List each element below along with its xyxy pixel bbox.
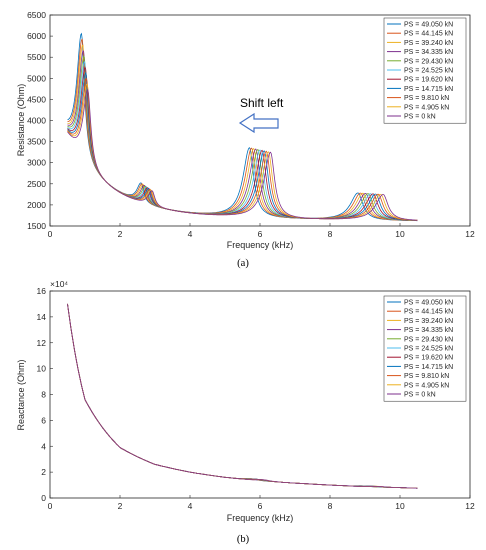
b-xtick-label: 10 [395, 501, 405, 511]
b-ytick-label: 2 [41, 467, 46, 477]
series-group-b [67, 303, 418, 489]
shift-left-label: Shift left [240, 96, 284, 110]
legend-entry: PS = 24.525 kN [404, 346, 453, 353]
y-axis-label-a: Resistance (Ohm) [16, 84, 26, 157]
b-ytick-label: 8 [41, 390, 46, 400]
legend-entry: PS = 29.430 kN [404, 58, 453, 65]
b-xtick-label: 2 [118, 501, 123, 511]
a-ytick-label: 4000 [27, 116, 46, 126]
x-axis-label-b: Frequency (kHz) [227, 513, 294, 523]
y-ticks-b: 0 2 4 6 8 10 12 14 16 [37, 286, 53, 503]
a-xtick-label: 8 [328, 229, 333, 239]
legend-entry: PS = 44.145 kN [404, 309, 453, 316]
legend-entry: PS = 34.335 kN [404, 327, 453, 334]
a-ytick-label: 6500 [27, 10, 46, 20]
legend-entry: PS = 0 kN [404, 114, 436, 121]
legend-entry: PS = 44.145 kN [404, 31, 453, 38]
a-ytick-label: 1500 [27, 221, 46, 231]
chart-panel-a: 0 2 4 6 8 10 12 1500 2000 2500 3000 3500 4000 4500 50… [16, 10, 475, 269]
legend-entry: PS = 49.050 kN [404, 300, 453, 307]
b-xtick-label: 0 [48, 501, 53, 511]
shift-left-arrow-icon [238, 112, 279, 134]
legend-entry: PS = 49.050 kN [404, 22, 453, 29]
legend-a: PS = 49.050 kN PS = 44.145 kN PS = 39.240 … [383, 17, 467, 124]
legend-entry: PS = 4.905 kN [404, 382, 449, 389]
legend-entry: PS = 14.715 kN [404, 364, 453, 371]
legend-entry: PS = 39.240 kN [404, 40, 453, 47]
series-line-a [67, 89, 418, 221]
y-axis-label-b: Reactance (Ohm) [16, 359, 26, 430]
legend-entry: PS = 34.335 kN [404, 49, 453, 56]
a-ytick-label: 3500 [27, 137, 46, 147]
a-ytick-label: 2500 [27, 179, 46, 189]
a-xtick-label: 2 [118, 229, 123, 239]
b-ytick-label: 12 [37, 338, 47, 348]
y-ticks-a: 1500 2000 2500 3000 3500 4000 4500 5000 5500 6000… [27, 10, 53, 231]
a-xtick-label: 10 [395, 229, 405, 239]
shift-left-annotation: Shift left [238, 96, 284, 134]
a-ytick-label: 2000 [27, 200, 46, 210]
a-xtick-label: 4 [188, 229, 193, 239]
b-ytick-label: 14 [37, 312, 47, 322]
legend-b: PS = 49.050 kN PS = 44.145 kN PS = 39.240 … [383, 295, 467, 402]
a-ytick-label: 3000 [27, 158, 46, 168]
b-ytick-label: 0 [41, 493, 46, 503]
x-axis-label-a: Frequency (kHz) [227, 240, 294, 250]
b-ytick-label: 16 [37, 286, 47, 296]
a-ytick-label: 5500 [27, 52, 46, 62]
legend-entry: PS = 24.525 kN [404, 68, 453, 75]
legend-box-a [383, 17, 467, 124]
a-ytick-label: 6000 [27, 31, 46, 41]
legend-entry: PS = 9.810 kN [404, 373, 449, 380]
x-ticks-b: 0 2 4 6 8 10 12 [48, 495, 475, 511]
a-xtick-label: 6 [258, 229, 263, 239]
axes-box-a [49, 14, 471, 227]
series-group-a [67, 32, 418, 222]
b-ytick-label: 6 [41, 415, 46, 425]
a-xtick-label: 0 [48, 229, 53, 239]
series-line-b [67, 303, 418, 489]
legend-entry: PS = 39.240 kN [404, 318, 453, 325]
legend-entry: PS = 19.620 kN [404, 77, 453, 84]
caption-b: (b) [237, 534, 250, 545]
b-xtick-label: 8 [328, 501, 333, 511]
legend-entry: PS = 14.715 kN [404, 86, 453, 93]
axes-box-b [49, 290, 471, 499]
legend-box-b [383, 295, 467, 402]
chart-panel-b: 0 2 4 6 8 10 12 0 2 4 6 8 10 12 14 16 ×10⁴ Frequency (… [16, 279, 475, 545]
caption-a: (a) [237, 258, 249, 269]
b-ytick-label: 4 [41, 441, 46, 451]
legend-entry: PS = 29.430 kN [404, 336, 453, 343]
a-xtick-label: 12 [465, 229, 475, 239]
legend-entry: PS = 4.905 kN [404, 104, 449, 111]
b-xtick-label: 12 [465, 501, 475, 511]
a-ytick-label: 4500 [27, 94, 46, 104]
b-xtick-label: 6 [258, 501, 263, 511]
b-ytick-label: 10 [37, 364, 47, 374]
legend-entry: PS = 19.620 kN [404, 355, 453, 362]
exponent-label-b: ×10⁴ [50, 279, 68, 289]
legend-entry: PS = 9.810 kN [404, 95, 449, 102]
a-ytick-label: 5000 [27, 73, 46, 83]
legend-entry: PS = 0 kN [404, 392, 436, 399]
b-xtick-label: 4 [188, 501, 193, 511]
